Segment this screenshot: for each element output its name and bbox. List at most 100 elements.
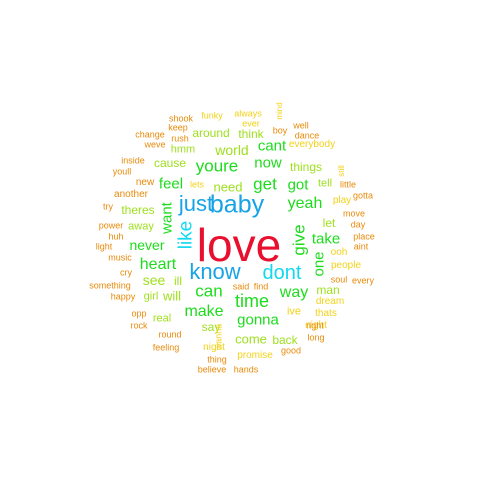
word-can: can xyxy=(195,281,223,301)
word-let: let xyxy=(322,216,336,230)
word-thing: thing xyxy=(207,354,227,365)
word-got: got xyxy=(287,176,309,194)
word-thats: thats xyxy=(315,308,337,319)
word-something: something xyxy=(89,280,131,291)
word-opp: opp xyxy=(131,308,147,319)
word-long: long xyxy=(307,332,325,343)
word-never: never xyxy=(129,237,165,253)
word-another: another xyxy=(114,189,148,200)
word-dance: dance xyxy=(294,130,320,141)
word-one: one xyxy=(310,251,328,277)
word-keep: keep xyxy=(168,122,188,133)
word-gotta: gotta xyxy=(352,190,374,201)
word-believe: believe xyxy=(197,364,227,375)
word-now: now xyxy=(254,154,282,172)
word-ooh: ooh xyxy=(330,247,348,258)
word-power: power xyxy=(98,220,124,231)
word-just: just xyxy=(178,191,214,216)
word-boy: boy xyxy=(272,125,288,136)
word-tell: tell xyxy=(317,177,333,190)
word-every: every xyxy=(351,275,375,286)
word-light: light xyxy=(95,241,113,252)
word-around: around xyxy=(192,126,230,140)
word-wanna: wanna xyxy=(213,323,224,351)
word-man: man xyxy=(316,283,340,297)
word-night: night xyxy=(305,320,327,331)
word-new: new xyxy=(135,177,155,188)
word-back: back xyxy=(272,333,298,347)
word-everybody: everybody xyxy=(288,139,336,150)
word-feeling: feeling xyxy=(152,342,180,353)
word-funky: funky xyxy=(201,110,223,121)
word-try: try xyxy=(103,201,113,212)
word-soul: soul xyxy=(330,274,348,285)
word-hands: hands xyxy=(233,364,259,375)
word-see: see xyxy=(142,272,166,288)
word-girl: girl xyxy=(143,290,159,303)
word-gonna: gonna xyxy=(237,311,279,329)
word-music: music xyxy=(108,252,132,263)
word-happy: happy xyxy=(110,291,136,302)
word-heart: heart xyxy=(139,256,177,273)
word-change: change xyxy=(135,129,165,140)
word-baby: baby xyxy=(209,190,265,219)
word-good: good xyxy=(280,345,302,356)
word-move: move xyxy=(342,208,366,219)
word-know: know xyxy=(189,259,241,284)
word-like: like xyxy=(175,220,197,250)
word-ill: ill xyxy=(174,274,182,288)
word-mind: mind xyxy=(275,102,284,120)
word-shook: shook xyxy=(168,113,194,124)
word-love: love xyxy=(196,219,282,271)
word-yeah: yeah xyxy=(287,195,323,212)
word-huh: huh xyxy=(108,231,124,242)
word-cry: cry xyxy=(120,267,132,278)
word-real: real xyxy=(152,312,172,325)
word-said: said xyxy=(232,281,250,292)
word-give: give xyxy=(289,224,309,256)
word-things: things xyxy=(289,160,323,174)
word-round: round xyxy=(158,329,182,340)
word-youre: youre xyxy=(195,156,239,176)
word-come: come xyxy=(235,331,267,347)
word-people: people xyxy=(330,260,362,271)
word-play: play xyxy=(332,195,352,206)
word-place: place xyxy=(353,231,375,242)
word-make: make xyxy=(184,303,224,320)
word-away: away xyxy=(128,220,154,233)
word-promise: promise xyxy=(237,350,273,361)
word-dont: dont xyxy=(262,262,302,284)
word-cause: cause xyxy=(153,156,187,170)
word-ever: ever xyxy=(242,118,260,129)
word-day: day xyxy=(350,219,366,230)
word-need: need xyxy=(213,179,243,195)
word-time: time xyxy=(234,291,270,311)
word-will: will xyxy=(162,288,182,304)
word-world: world xyxy=(215,142,249,158)
word-little: little xyxy=(339,179,357,190)
word-find: find xyxy=(253,281,269,292)
word-hmm: hmm xyxy=(170,143,196,156)
word-theres: theres xyxy=(121,203,155,217)
word-right: right xyxy=(306,320,324,331)
word-take: take xyxy=(311,230,341,248)
word-dream: dream xyxy=(315,296,345,307)
word-inside: inside xyxy=(121,155,145,166)
word-get: get xyxy=(253,174,277,194)
word-ive: ive xyxy=(286,305,302,318)
word-still: still xyxy=(337,165,346,177)
word-way: way xyxy=(279,284,309,301)
word-always: always xyxy=(234,108,262,119)
word-want: want xyxy=(158,202,176,234)
word-say: say xyxy=(201,320,221,334)
word-cant: cant xyxy=(257,137,287,155)
word-youll: youll xyxy=(112,166,132,177)
word-rush: rush xyxy=(171,133,189,144)
word-feel: feel xyxy=(158,175,184,193)
word-lets: lets xyxy=(189,179,205,190)
word-night: night xyxy=(203,342,225,353)
word-weve: weve xyxy=(144,139,166,150)
word-think: think xyxy=(238,127,264,141)
word-aint: aint xyxy=(353,241,369,252)
